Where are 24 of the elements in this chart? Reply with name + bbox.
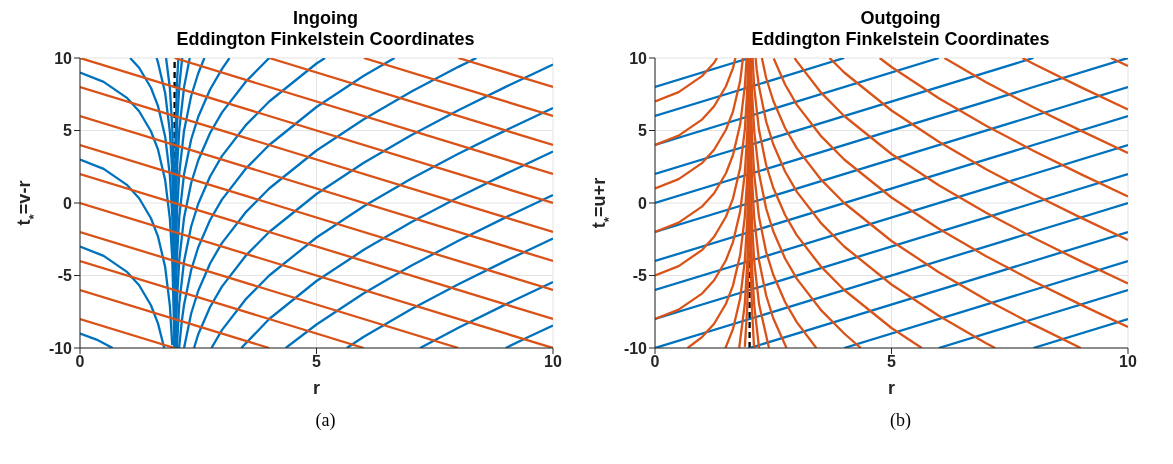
y-tick-label: -10	[48, 339, 73, 357]
x-axis-title: r	[312, 378, 321, 398]
y-tick-label: -5	[632, 267, 648, 285]
x-tick-label: 0	[75, 353, 85, 371]
y-tick-label: 5	[638, 122, 648, 140]
y-tick-label: -5	[57, 267, 73, 285]
x-axis-title: r	[887, 378, 896, 398]
y-tick-label: 10	[629, 49, 648, 67]
y-tick-label: 5	[63, 122, 73, 140]
chart-subtitle: Eddington Finkelstein Coordinates	[750, 29, 1051, 50]
x-tick-label: 0	[650, 353, 660, 371]
x-tick-label: 10	[1119, 353, 1137, 371]
y-tick-label: 0	[63, 194, 73, 212]
x-tick-label: 5	[312, 353, 322, 371]
chart-subtitle: Eddington Finkelstein Coordinates	[175, 29, 476, 50]
text: (a)	[314, 410, 337, 431]
chart-title: Outgoing	[859, 8, 942, 29]
y-tick-label: -10	[623, 339, 648, 357]
y-tick-label: 0	[638, 194, 648, 212]
y-tick-label: 10	[54, 49, 73, 67]
text: (b)	[889, 410, 912, 431]
x-tick-label: 5	[887, 353, 897, 371]
x-tick-label: 10	[544, 353, 562, 371]
chart-title: Ingoing	[292, 8, 359, 29]
